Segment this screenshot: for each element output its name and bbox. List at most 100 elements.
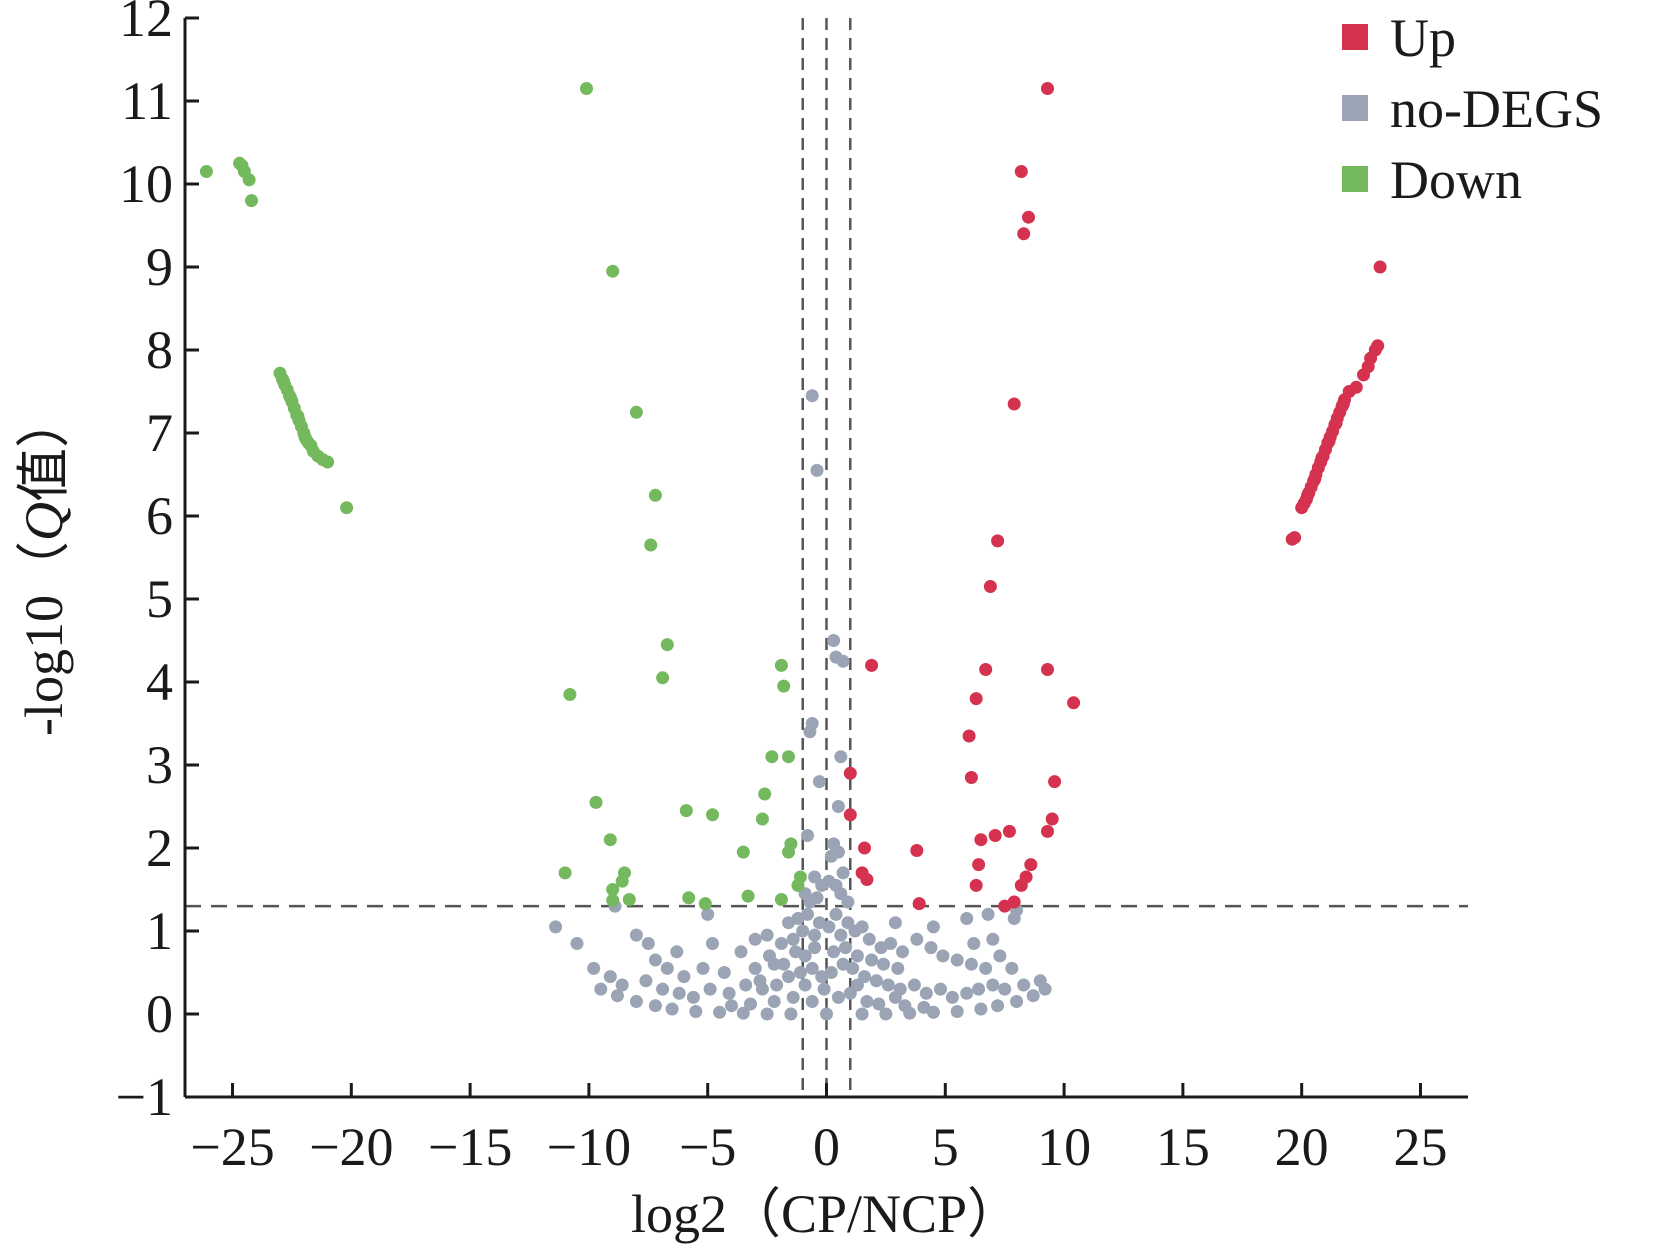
point-no-degs xyxy=(860,995,874,1008)
point-no-degs xyxy=(760,1007,774,1021)
point-no-degs xyxy=(891,961,905,975)
point-no-degs xyxy=(670,945,684,959)
point-down xyxy=(679,804,693,818)
point-no-degs xyxy=(917,1000,931,1014)
point-no-degs xyxy=(748,961,762,975)
point-no-degs xyxy=(841,895,855,909)
point-no-degs xyxy=(713,1005,727,1019)
point-no-degs xyxy=(701,907,715,921)
point-no-degs xyxy=(907,978,921,992)
point-up xyxy=(1301,488,1315,502)
point-down xyxy=(741,889,755,903)
point-no-degs xyxy=(703,982,717,996)
y-tick-label: 9 xyxy=(146,237,173,297)
point-no-degs xyxy=(1017,978,1031,992)
point-up xyxy=(843,808,857,822)
point-no-degs xyxy=(862,932,876,946)
point-down xyxy=(615,874,629,888)
point-down xyxy=(606,883,620,896)
point-down xyxy=(774,893,788,906)
point-up xyxy=(972,858,986,872)
point-no-degs xyxy=(831,800,845,813)
point-down xyxy=(736,845,750,859)
point-no-degs xyxy=(884,937,898,950)
point-no-degs xyxy=(872,997,886,1011)
y-tick-label: −1 xyxy=(116,1067,173,1127)
point-up xyxy=(1014,165,1028,178)
point-no-degs xyxy=(869,974,883,988)
point-no-degs xyxy=(808,928,822,942)
point-up xyxy=(1048,775,1062,789)
point-no-degs xyxy=(1038,982,1052,996)
point-up xyxy=(998,899,1012,913)
point-up xyxy=(1288,531,1302,545)
point-no-degs xyxy=(648,999,662,1013)
data-points xyxy=(199,82,1387,1021)
point-no-degs xyxy=(803,895,817,909)
point-no-degs xyxy=(784,1007,798,1021)
y-axis-title: -log10（Q值） xyxy=(14,394,74,736)
point-no-degs xyxy=(767,995,781,1008)
point-no-degs xyxy=(717,966,731,979)
y-tick-label: 12 xyxy=(119,0,173,48)
point-no-degs xyxy=(736,1006,750,1020)
point-no-degs xyxy=(782,970,795,984)
point-up xyxy=(1371,339,1385,353)
legend-swatch-down xyxy=(1342,166,1368,192)
point-no-degs xyxy=(774,937,788,950)
legend: Up no-DEGS Down xyxy=(1342,8,1603,210)
point-down xyxy=(706,808,719,822)
x-tick-label: 0 xyxy=(813,1117,840,1177)
point-no-degs xyxy=(824,849,838,863)
point-no-degs xyxy=(910,932,924,946)
x-tick-label: −20 xyxy=(309,1117,393,1177)
point-no-degs xyxy=(725,999,738,1013)
point-no-degs xyxy=(677,970,691,984)
y-tick-label: 1 xyxy=(146,901,173,961)
point-up xyxy=(1322,434,1336,448)
point-no-degs xyxy=(981,907,995,921)
point-down xyxy=(629,405,643,419)
point-down xyxy=(644,538,658,552)
point-up xyxy=(1041,82,1054,95)
point-no-degs xyxy=(1007,912,1021,925)
point-up xyxy=(962,729,976,743)
point-down xyxy=(648,488,662,502)
point-down xyxy=(782,845,795,859)
point-no-degs xyxy=(829,907,843,921)
point-no-degs xyxy=(805,995,819,1008)
point-no-degs xyxy=(898,999,912,1013)
point-down xyxy=(656,671,670,685)
y-tick-label: 11 xyxy=(121,71,173,131)
point-no-degs xyxy=(865,953,879,967)
point-down xyxy=(606,264,620,278)
point-no-degs xyxy=(834,750,848,764)
point-no-degs xyxy=(648,953,662,967)
point-no-degs xyxy=(641,937,655,950)
point-down xyxy=(302,436,315,450)
point-down xyxy=(284,391,298,405)
x-tick-label: −25 xyxy=(190,1117,274,1177)
legend-swatch-no-degs xyxy=(1342,95,1368,121)
point-up xyxy=(1315,451,1329,465)
legend-label-no-degs: no-DEGS xyxy=(1390,79,1603,139)
point-no-degs xyxy=(610,989,624,1003)
point-up xyxy=(983,580,997,593)
point-no-degs xyxy=(817,982,831,996)
point-no-degs xyxy=(812,775,826,789)
point-down xyxy=(291,409,305,423)
point-no-degs xyxy=(950,953,964,967)
y-tick-label: 4 xyxy=(146,652,173,712)
point-no-degs xyxy=(689,1005,703,1018)
point-up xyxy=(865,658,879,672)
point-up xyxy=(1014,878,1028,892)
point-no-degs xyxy=(855,1007,869,1021)
point-no-degs xyxy=(974,1002,988,1016)
x-axis-title: log2（CP/NCP） xyxy=(631,1184,1021,1244)
point-up xyxy=(912,897,926,911)
legend-swatch-up xyxy=(1342,24,1368,50)
point-down xyxy=(622,893,636,906)
point-no-degs xyxy=(926,920,940,934)
point-no-degs xyxy=(991,999,1005,1013)
